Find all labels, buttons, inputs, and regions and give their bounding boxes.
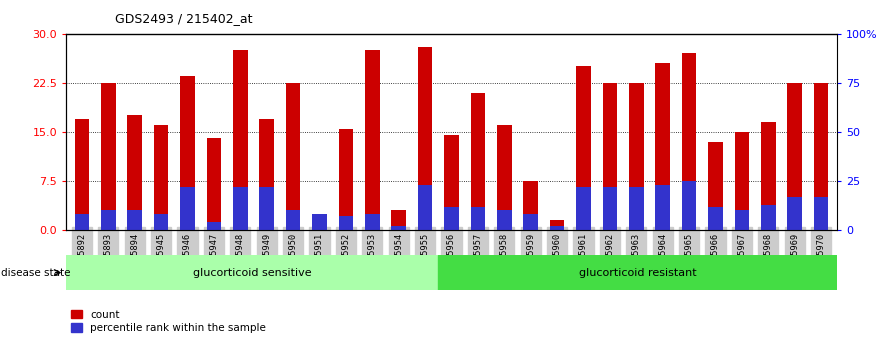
Bar [285,210,300,230]
Bar [470,206,485,230]
Bar [101,210,115,230]
Bar [761,205,775,230]
Bar [128,210,142,230]
Bar [788,197,802,230]
Bar [603,187,618,230]
Bar [682,181,696,230]
Bar [550,226,565,230]
Bar [418,47,433,230]
Bar [550,220,565,230]
Bar [761,122,775,230]
Bar [312,217,327,230]
Bar [788,83,802,230]
Bar [365,50,380,230]
Bar [523,215,538,230]
Bar [735,210,749,230]
Bar [708,142,722,230]
Bar [735,132,749,230]
Bar [629,187,644,230]
Bar [523,181,538,230]
Bar [576,187,591,230]
Bar [497,125,512,230]
Bar [101,83,115,230]
Bar [154,215,168,230]
Bar [154,125,168,230]
Bar [814,83,828,230]
Bar [438,255,837,290]
Bar [497,210,512,230]
Bar [233,50,248,230]
Bar [365,215,380,230]
Text: GDS2493 / 215402_at: GDS2493 / 215402_at [115,12,252,25]
Bar [181,76,195,230]
Bar [259,119,274,230]
Bar [66,255,438,290]
Bar [708,206,722,230]
Bar [444,206,459,230]
Bar [682,53,696,230]
Bar [655,185,670,230]
Bar [259,187,274,230]
Bar [418,185,433,230]
Bar [285,83,300,230]
Bar [338,129,353,230]
Bar [233,187,248,230]
Bar [391,226,406,230]
Bar [603,83,618,230]
Bar [814,197,828,230]
Legend: count, percentile rank within the sample: count, percentile rank within the sample [71,310,266,333]
Bar [338,216,353,230]
Bar [444,135,459,230]
Bar [75,215,89,230]
Bar [629,83,644,230]
Bar [391,210,406,230]
Bar [470,93,485,230]
Bar [128,115,142,230]
Bar [207,138,221,230]
Text: disease state: disease state [1,268,70,278]
Bar [75,119,89,230]
Text: glucorticoid sensitive: glucorticoid sensitive [193,268,312,278]
Text: glucorticoid resistant: glucorticoid resistant [579,268,696,278]
Bar [576,67,591,230]
Bar [312,215,327,230]
Bar [655,63,670,230]
Bar [181,187,195,230]
Bar [207,222,221,230]
